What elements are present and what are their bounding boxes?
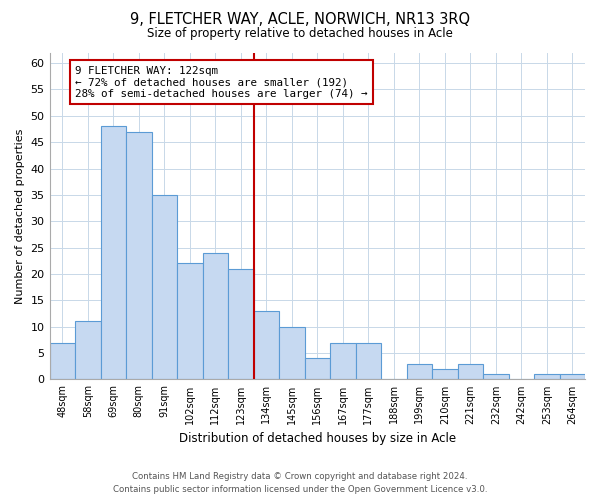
Bar	[356, 342, 381, 380]
Bar	[458, 364, 483, 380]
Bar	[534, 374, 560, 380]
Bar	[483, 374, 509, 380]
Bar	[101, 126, 126, 380]
Y-axis label: Number of detached properties: Number of detached properties	[15, 128, 25, 304]
Bar	[254, 311, 279, 380]
X-axis label: Distribution of detached houses by size in Acle: Distribution of detached houses by size …	[179, 432, 456, 445]
Bar	[330, 342, 356, 380]
Bar	[560, 374, 585, 380]
Text: 9, FLETCHER WAY, ACLE, NORWICH, NR13 3RQ: 9, FLETCHER WAY, ACLE, NORWICH, NR13 3RQ	[130, 12, 470, 28]
Bar	[203, 253, 228, 380]
Text: 9 FLETCHER WAY: 122sqm
← 72% of detached houses are smaller (192)
28% of semi-de: 9 FLETCHER WAY: 122sqm ← 72% of detached…	[75, 66, 368, 99]
Bar	[279, 326, 305, 380]
Text: Contains HM Land Registry data © Crown copyright and database right 2024.
Contai: Contains HM Land Registry data © Crown c…	[113, 472, 487, 494]
Bar	[432, 369, 458, 380]
Text: Size of property relative to detached houses in Acle: Size of property relative to detached ho…	[147, 28, 453, 40]
Bar	[228, 268, 254, 380]
Bar	[152, 195, 177, 380]
Bar	[407, 364, 432, 380]
Bar	[305, 358, 330, 380]
Bar	[177, 264, 203, 380]
Bar	[75, 322, 101, 380]
Bar	[126, 132, 152, 380]
Bar	[50, 342, 75, 380]
